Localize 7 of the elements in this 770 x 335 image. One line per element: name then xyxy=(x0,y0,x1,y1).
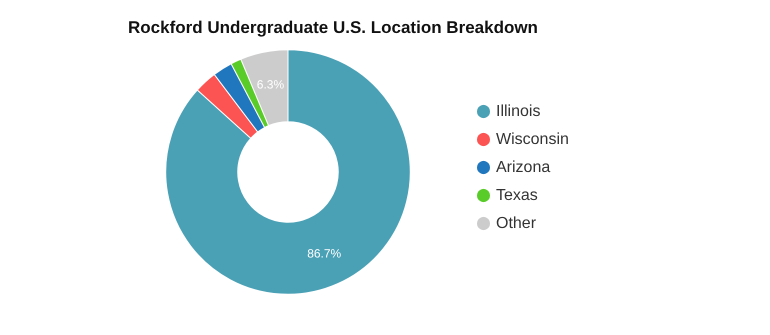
chart-title: Rockford Undergraduate U.S. Location Breakdown xyxy=(128,18,538,37)
data-label: 86.7% xyxy=(307,246,342,261)
legend-label: Wisconsin xyxy=(496,131,569,148)
legend-label: Texas xyxy=(496,187,538,204)
legend-label: Other xyxy=(496,215,537,232)
legend-label: Arizona xyxy=(496,159,550,176)
legend-label: Illinois xyxy=(496,103,540,120)
